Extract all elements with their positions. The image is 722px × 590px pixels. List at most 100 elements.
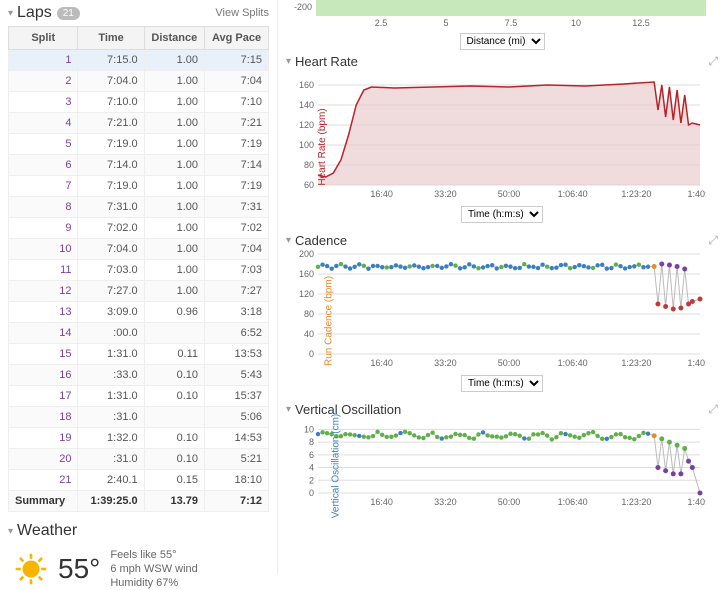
time-axis-select[interactable]: Time (h:m:s) — [461, 375, 543, 392]
table-row[interactable]: 37:10.01.007:10 — [9, 92, 269, 113]
svg-text:1:06:40: 1:06:40 — [558, 358, 588, 368]
svg-text:33:20: 33:20 — [434, 358, 457, 368]
svg-text:1:23:20: 1:23:20 — [621, 497, 651, 507]
expand-icon[interactable]: ⤢ — [708, 402, 718, 417]
table-row[interactable]: 191:32.00.1014:53 — [9, 428, 269, 449]
laps-count-badge: 21 — [57, 7, 80, 20]
column-header[interactable]: Split — [9, 27, 78, 50]
table-row[interactable]: 20:31.00.105:21 — [9, 449, 269, 470]
table-row[interactable]: 17:15.01.007:15 — [9, 50, 269, 71]
svg-text:1:40:0: 1:40:0 — [687, 189, 706, 199]
svg-text:33:20: 33:20 — [434, 497, 457, 507]
table-row[interactable]: 107:04.01.007:04 — [9, 239, 269, 260]
table-row[interactable]: 117:03.01.007:03 — [9, 260, 269, 281]
svg-text:120: 120 — [299, 289, 314, 299]
svg-text:50:00: 50:00 — [498, 358, 521, 368]
svg-text:200: 200 — [299, 250, 314, 259]
summary-row: Summary1:39:25.013.797:12 — [9, 491, 269, 512]
table-row[interactable]: 27:04.01.007:04 — [9, 71, 269, 92]
svg-text:0: 0 — [309, 488, 314, 498]
svg-text:160: 160 — [299, 269, 314, 279]
svg-text:50:00: 50:00 — [498, 497, 521, 507]
table-row[interactable]: 67:14.01.007:14 — [9, 155, 269, 176]
svg-text:10: 10 — [304, 424, 314, 434]
svg-text:1:23:20: 1:23:20 — [621, 189, 651, 199]
svg-text:50:00: 50:00 — [498, 189, 521, 199]
svg-text:80: 80 — [304, 160, 314, 170]
cadence-chart[interactable]: 0 40 80 120 160 200 16:40 33:20 50:00 1:06:40 1:23… — [286, 250, 706, 370]
table-row[interactable]: 87:31.01.007:31 — [9, 197, 269, 218]
column-header[interactable]: Time — [78, 27, 144, 50]
svg-text:120: 120 — [299, 120, 314, 130]
humidity: Humidity 67% — [110, 576, 197, 590]
svg-text:0: 0 — [309, 349, 314, 359]
feels-like: Feels like 55° — [110, 548, 197, 562]
svg-text:10: 10 — [571, 18, 581, 28]
weather-details: Feels like 55° 6 mph WSW wind Humidity 6… — [110, 548, 197, 590]
vo-title: Vertical Oscillation — [295, 402, 401, 417]
collapse-triangle-icon[interactable]: ▾ — [8, 8, 13, 19]
svg-text:1:06:40: 1:06:40 — [558, 189, 588, 199]
svg-text:12.5: 12.5 — [632, 18, 650, 28]
svg-text:5: 5 — [443, 18, 448, 28]
collapse-triangle-icon[interactable]: ▾ — [286, 56, 291, 67]
svg-text:33:20: 33:20 — [434, 189, 457, 199]
vo-chart[interactable]: 0 2 4 6 8 10 16:40 33:20 50:00 1:06:40 1:23:20 1:40… — [286, 419, 706, 509]
svg-text:8: 8 — [309, 437, 314, 447]
elevation-chart-fragment: -200 2.5 5 7.5 10 12.5 Distance (mi) — [286, 0, 718, 50]
collapse-triangle-icon[interactable]: ▾ — [286, 235, 291, 246]
svg-text:16:40: 16:40 — [370, 497, 393, 507]
svg-text:7.5: 7.5 — [505, 18, 518, 28]
weather-section: ▾ Weather 55° Feels like 55° 6 mph WSW — [8, 522, 269, 590]
laps-header: ▾ Laps 21 View Splits — [8, 4, 269, 22]
table-row[interactable]: 77:19.01.007:19 — [9, 176, 269, 197]
vo-ylabel: Vertical Oscillation (cm) — [331, 413, 342, 517]
svg-text:1:40:0: 1:40:0 — [687, 497, 706, 507]
collapse-triangle-icon[interactable]: ▾ — [286, 404, 291, 415]
expand-icon[interactable]: ⤢ — [708, 54, 718, 69]
hr-ylabel: Heart Rate (bpm) — [317, 108, 328, 185]
svg-text:2.5: 2.5 — [375, 18, 388, 28]
hr-title: Heart Rate — [295, 54, 358, 69]
svg-text:80: 80 — [304, 309, 314, 319]
table-row[interactable]: 127:27.01.007:27 — [9, 281, 269, 302]
ytick: -200 — [294, 2, 312, 12]
weather-temp: 55° — [58, 553, 100, 585]
expand-icon[interactable]: ⤢ — [708, 233, 718, 248]
table-row[interactable]: 16:33.00.105:43 — [9, 365, 269, 386]
cadence-title: Cadence — [295, 233, 347, 248]
table-row[interactable]: 14:00.06:52 — [9, 323, 269, 344]
svg-text:4: 4 — [309, 463, 314, 473]
view-splits-link[interactable]: View Splits — [215, 7, 269, 19]
svg-text:60: 60 — [304, 180, 314, 190]
cadence-ylabel: Run Cadence (bpm) — [324, 276, 335, 366]
svg-text:1:06:40: 1:06:40 — [558, 497, 588, 507]
table-row[interactable]: 97:02.01.007:02 — [9, 218, 269, 239]
svg-text:40: 40 — [304, 329, 314, 339]
sun-icon — [14, 552, 48, 586]
table-row[interactable]: 18:31.05:06 — [9, 407, 269, 428]
svg-text:140: 140 — [299, 100, 314, 110]
table-row[interactable]: 57:19.01.007:19 — [9, 134, 269, 155]
svg-text:1:23:20: 1:23:20 — [621, 358, 651, 368]
hr-chart[interactable]: 60 80 100 120 140 160 16:40 33:20 50:00 1:06:40 1:… — [286, 71, 706, 201]
collapse-triangle-icon[interactable]: ▾ — [8, 526, 13, 537]
laps-table: SplitTimeDistanceAvg Pace 17:15.01.007:1… — [8, 26, 269, 512]
svg-text:1:40:0: 1:40:0 — [687, 358, 706, 368]
column-header[interactable]: Distance — [144, 27, 204, 50]
table-row[interactable]: 151:31.00.1113:53 — [9, 344, 269, 365]
table-row[interactable]: 212:40.10.1518:10 — [9, 470, 269, 491]
table-row[interactable]: 133:09.00.963:18 — [9, 302, 269, 323]
distance-axis-select[interactable]: Distance (mi) — [460, 33, 545, 50]
laps-title: Laps — [17, 4, 52, 22]
svg-text:100: 100 — [299, 140, 314, 150]
svg-text:6: 6 — [309, 450, 314, 460]
svg-text:2: 2 — [309, 475, 314, 485]
table-row[interactable]: 171:31.00.1015:37 — [9, 386, 269, 407]
svg-text:16:40: 16:40 — [370, 189, 393, 199]
svg-text:160: 160 — [299, 80, 314, 90]
time-axis-select[interactable]: Time (h:m:s) — [461, 206, 543, 223]
column-header[interactable]: Avg Pace — [205, 27, 269, 50]
svg-text:16:40: 16:40 — [370, 358, 393, 368]
table-row[interactable]: 47:21.01.007:21 — [9, 113, 269, 134]
